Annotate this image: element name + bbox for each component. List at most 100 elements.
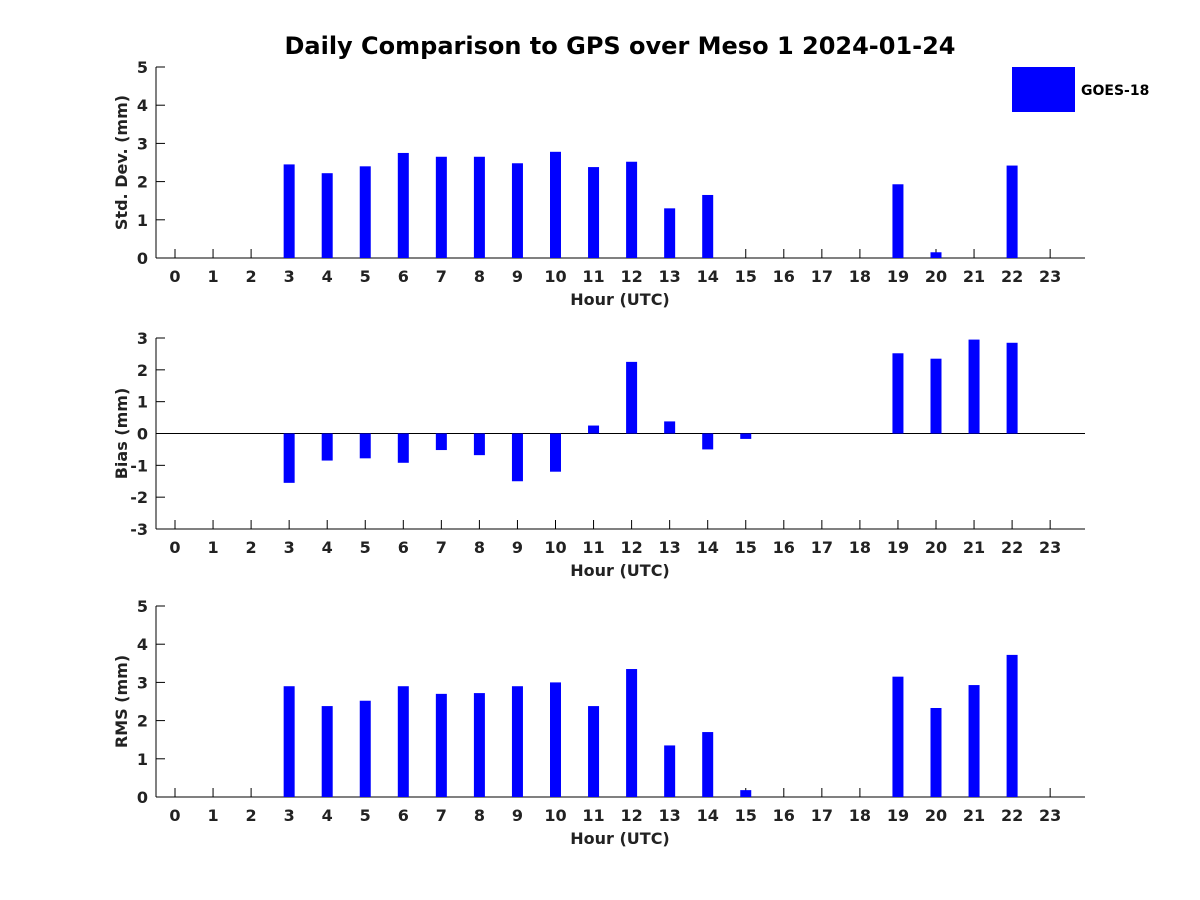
x-tick-label: 8 xyxy=(474,538,485,557)
bar-hour-15 xyxy=(740,433,752,439)
x-tick-label: 17 xyxy=(811,267,833,286)
x-tick-label: 12 xyxy=(620,806,642,825)
bar-hour-9 xyxy=(511,686,523,797)
x-tick-label: 13 xyxy=(659,806,681,825)
bar-hour-3 xyxy=(283,164,295,258)
y-tick-label: 3 xyxy=(137,673,148,692)
bar-hour-13 xyxy=(664,421,676,434)
x-tick-label: 8 xyxy=(474,267,485,286)
y-axis-label: Std. Dev. (mm) xyxy=(112,95,131,230)
x-axis-label: Hour (UTC) xyxy=(570,290,670,309)
bar-hour-7 xyxy=(435,156,447,258)
x-tick-label: 5 xyxy=(360,267,371,286)
y-tick-label: -2 xyxy=(130,488,148,507)
bar-hour-13 xyxy=(664,208,676,258)
bar-hour-12 xyxy=(626,361,638,434)
bar-hour-3 xyxy=(283,686,295,797)
x-tick-label: 1 xyxy=(207,267,218,286)
x-tick-label: 16 xyxy=(773,806,795,825)
y-tick-label: 5 xyxy=(137,597,148,616)
x-tick-label: 11 xyxy=(582,806,604,825)
x-tick-label: 20 xyxy=(925,538,947,557)
x-tick-label: 9 xyxy=(512,267,523,286)
x-tick-label: 20 xyxy=(925,267,947,286)
y-tick-label: 1 xyxy=(137,211,148,230)
x-tick-label: 21 xyxy=(963,806,985,825)
y-tick-label: 0 xyxy=(137,425,148,444)
bar-hour-12 xyxy=(626,669,638,797)
bar-hour-19 xyxy=(892,184,904,258)
bar-hour-5 xyxy=(359,700,371,797)
x-tick-label: 8 xyxy=(474,806,485,825)
x-tick-label: 15 xyxy=(735,538,757,557)
bar-hour-7 xyxy=(435,433,447,451)
bar-hour-22 xyxy=(1006,165,1018,258)
bar-hour-4 xyxy=(321,433,333,461)
y-tick-label: 4 xyxy=(137,96,148,115)
y-tick-label: 5 xyxy=(137,58,148,77)
x-tick-label: 20 xyxy=(925,806,947,825)
x-tick-label: 10 xyxy=(544,538,566,557)
x-tick-label: 22 xyxy=(1001,538,1023,557)
bar-hour-9 xyxy=(511,433,523,482)
bar-hour-5 xyxy=(359,166,371,258)
y-tick-label: 1 xyxy=(137,393,148,412)
y-tick-label: -3 xyxy=(130,520,148,539)
bar-hour-8 xyxy=(473,156,485,258)
y-tick-label: 1 xyxy=(137,750,148,769)
x-tick-label: 6 xyxy=(398,538,409,557)
bar-hour-19 xyxy=(892,676,904,797)
x-tick-label: 23 xyxy=(1039,538,1061,557)
x-tick-label: 6 xyxy=(398,267,409,286)
x-tick-label: 0 xyxy=(169,538,180,557)
x-tick-label: 1 xyxy=(207,806,218,825)
bar-hour-20 xyxy=(930,707,942,797)
x-tick-label: 13 xyxy=(659,267,681,286)
x-tick-label: 22 xyxy=(1001,806,1023,825)
bar-hour-7 xyxy=(435,693,447,797)
y-tick-label: 2 xyxy=(137,712,148,731)
x-tick-label: 7 xyxy=(436,806,447,825)
x-axis-label: Hour (UTC) xyxy=(570,561,670,580)
y-tick-label: 3 xyxy=(137,329,148,348)
x-tick-label: 18 xyxy=(849,538,871,557)
x-tick-label: 12 xyxy=(620,538,642,557)
bar-hour-20 xyxy=(930,252,942,258)
legend-swatch xyxy=(1012,67,1075,112)
x-tick-label: 15 xyxy=(735,806,757,825)
x-axis-label: Hour (UTC) xyxy=(570,829,670,848)
bar-hour-12 xyxy=(626,161,638,258)
bar-hour-21 xyxy=(968,339,980,434)
x-tick-label: 23 xyxy=(1039,806,1061,825)
figure-title: Daily Comparison to GPS over Meso 1 2024… xyxy=(284,32,955,60)
x-tick-label: 19 xyxy=(887,806,909,825)
x-tick-label: 11 xyxy=(582,538,604,557)
bar-hour-8 xyxy=(473,693,485,797)
x-tick-label: 10 xyxy=(544,806,566,825)
bar-hour-10 xyxy=(550,151,561,258)
y-tick-label: -1 xyxy=(130,456,148,475)
x-tick-label: 9 xyxy=(512,538,523,557)
x-tick-label: 3 xyxy=(284,267,295,286)
x-tick-label: 2 xyxy=(246,806,257,825)
bar-hour-22 xyxy=(1006,654,1018,797)
bar-hour-6 xyxy=(397,152,409,258)
bar-hour-11 xyxy=(588,167,600,258)
y-tick-label: 3 xyxy=(137,134,148,153)
x-tick-label: 7 xyxy=(436,267,447,286)
x-tick-label: 12 xyxy=(620,267,642,286)
x-tick-label: 18 xyxy=(849,806,871,825)
x-tick-label: 15 xyxy=(735,267,757,286)
bar-hour-4 xyxy=(321,173,333,258)
x-tick-label: 4 xyxy=(322,538,333,557)
x-tick-label: 4 xyxy=(322,806,333,825)
x-tick-label: 18 xyxy=(849,267,871,286)
bar-hour-14 xyxy=(702,732,714,797)
x-tick-label: 21 xyxy=(963,267,985,286)
bar-hour-5 xyxy=(359,433,371,459)
x-tick-label: 5 xyxy=(360,806,371,825)
